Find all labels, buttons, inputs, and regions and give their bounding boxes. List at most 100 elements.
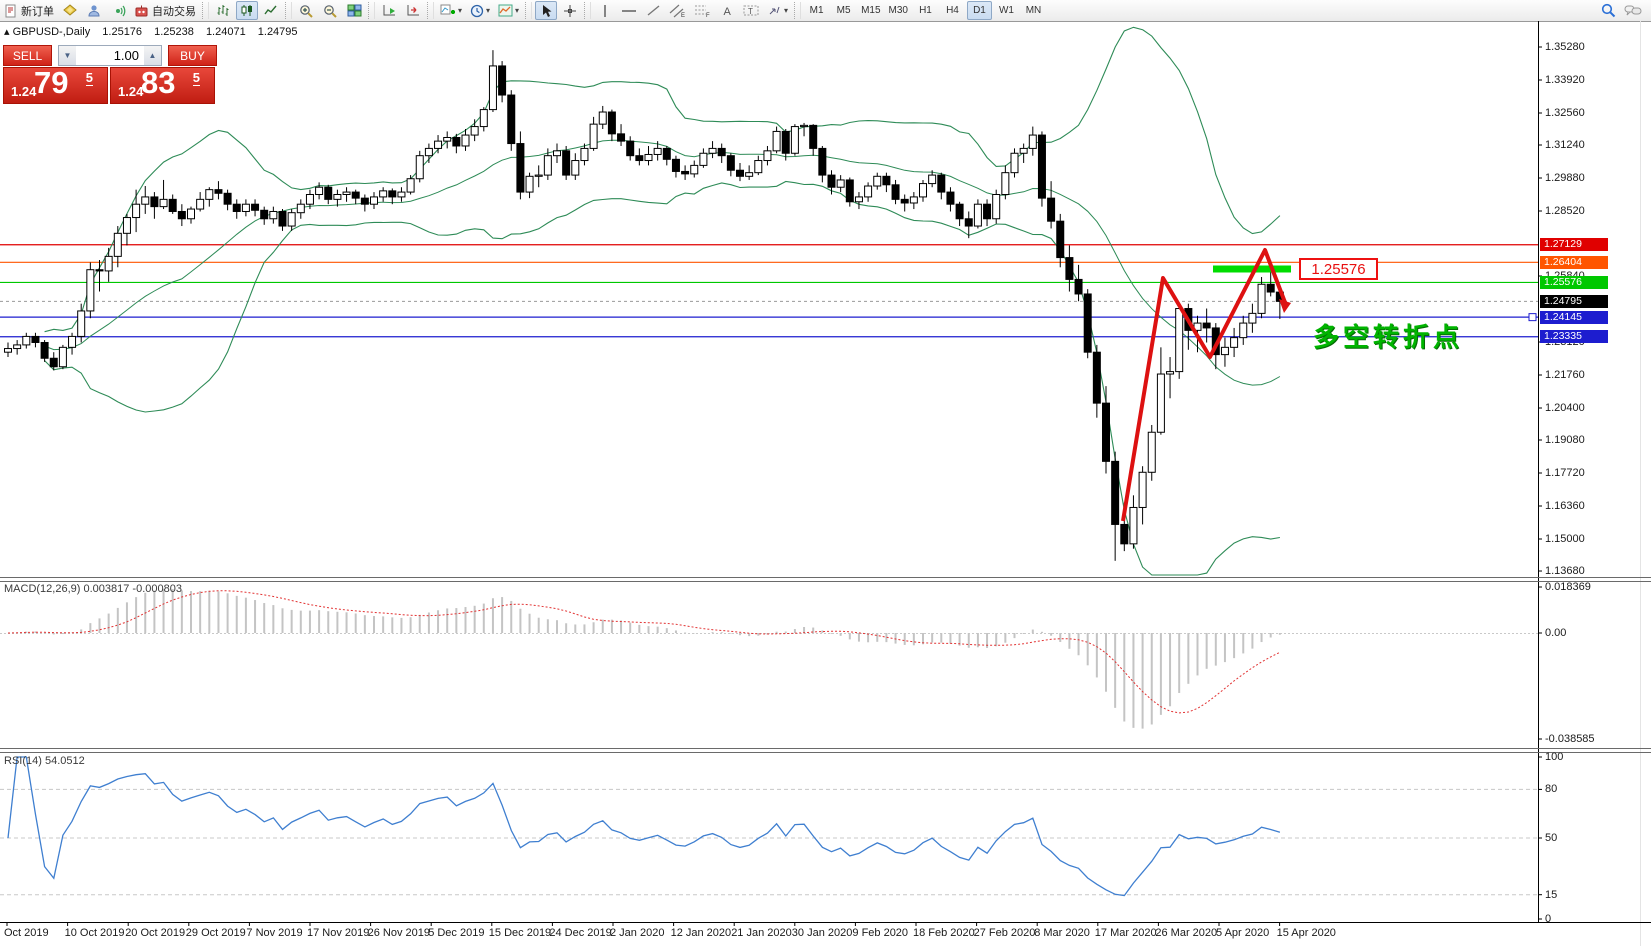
timeframe-M30[interactable]: M30 [888,5,908,16]
chat-button[interactable] [1621,1,1645,20]
arrows-icon [769,6,780,15]
candlestick-chart-button[interactable] [236,1,258,20]
fibonacci-tool[interactable]: F [691,1,714,20]
chart-shift-icon [407,5,419,16]
arrows-tool[interactable]: ▾ [764,1,791,20]
channel-tool[interactable]: E [666,1,689,20]
price-label-1.24795: 1.24795 [1540,294,1608,308]
trendline-tool[interactable] [642,1,664,20]
candle-body [699,152,708,166]
zoom-in-button[interactable] [295,1,317,20]
line-chart-icon [264,5,277,15]
bar-chart-button[interactable] [212,1,234,20]
periods-button[interactable]: ▾ [467,1,493,20]
date-label-9-Feb-2020: 9 Feb 2020 [852,927,909,939]
cursor-tool-button[interactable] [535,1,558,20]
line-handle[interactable] [1528,313,1537,322]
candle-body [983,203,992,220]
candle-body [525,175,534,193]
candle-body [86,269,95,312]
vertical-line-tool[interactable] [594,1,616,20]
auto-scroll-button[interactable] [378,1,400,20]
zoom-out-button[interactable] [319,1,341,20]
tile-windows-icon [347,4,361,17]
candle-body [241,203,250,212]
sell-quote[interactable]: 1.24 79 5 [3,65,108,104]
price-label-1.26404: 1.26404 [1540,255,1608,269]
timeframe-M5[interactable]: M5 [836,5,851,16]
price-annotation-box[interactable]: 1.25576 [1299,258,1378,280]
candle-body [1037,134,1046,199]
candle-body [278,210,287,227]
dropdown-caret: ▾ [486,6,491,15]
buy-button[interactable]: BUY [168,45,217,66]
tile-windows-button[interactable] [343,1,365,20]
collapse-arrow-icon[interactable]: ▴ [4,26,10,38]
text-tool[interactable]: A [716,1,738,20]
bar-chart-icon [217,5,229,16]
sell-button[interactable]: SELL [3,45,52,66]
candle-body [626,140,635,157]
line-chart-button[interactable] [260,1,282,20]
candle-body [589,123,598,149]
community-button[interactable] [83,1,105,20]
volume-decrease-button[interactable]: ▼ [59,46,76,65]
candle-body [1266,283,1275,293]
new-order-label: 新订单 [21,5,54,18]
candle-body [424,147,433,157]
candle-body [351,191,360,199]
chart-shift-button[interactable] [402,1,424,20]
clock-icon [470,4,484,17]
price-tick-1.20400: 1.20400 [1545,401,1585,414]
candle-body [4,348,12,353]
candle-body [1047,197,1056,222]
candle-body [1010,152,1019,174]
crosshair-tool-button[interactable] [559,1,581,20]
text-label-tool[interactable]: T [740,1,762,20]
candle-body [1074,278,1083,295]
timeframe-M1[interactable]: M1 [809,5,824,16]
price-tick-1.13680: 1.13680 [1545,565,1585,578]
rsi-axis-15: 15 [1545,888,1558,901]
new-order-button[interactable]: 新订单 [1,1,57,20]
chinese-annotation[interactable]: 多空转折点 [1313,322,1464,352]
signals-button[interactable] [107,1,129,20]
candle-body [571,160,580,176]
date-label-15-Dec-2019: 15 Dec 2019 [488,927,552,939]
candle-body [132,203,141,219]
trend-zigzag[interactable] [1121,248,1288,522]
zoom-in-icon [299,4,313,18]
timeframe-MN[interactable]: MN [1025,5,1042,16]
date-label-30-Jan-2020: 30 Jan 2020 [791,927,853,939]
candle-body [671,158,680,172]
add-indicator-button[interactable]: ▾ [437,1,465,20]
horizontal-line-tool[interactable] [618,1,640,20]
candle-body [891,184,900,200]
timeframe-M15[interactable]: M15 [861,5,881,16]
chart-canvas[interactable] [0,21,1651,946]
buy-quote[interactable]: 1.24 83 5 [110,65,215,104]
candle-body [498,65,507,96]
timeframe-H1[interactable]: H1 [919,5,932,16]
candlestick-chart-icon [241,5,252,16]
templates-button[interactable]: ▾ [495,1,522,20]
timeframe-W1[interactable]: W1 [998,5,1014,16]
candle-body [754,160,763,174]
volume-input[interactable] [76,46,144,65]
candle-body [790,126,799,154]
timeframe-bar: M1 M5 M15 M30 H1 H4 D1 W1 MN [803,1,1047,20]
timeframe-H4[interactable]: H4 [946,5,959,16]
autotrading-button[interactable]: 自动交易 [131,1,199,20]
candle-body [1239,322,1248,339]
timeframe-D1[interactable]: D1 [966,1,992,20]
candle-body [1147,431,1156,473]
toolbar-separator [794,2,802,19]
candle-body [900,198,909,204]
candle-body [562,150,571,176]
volume-increase-button[interactable]: ▲ [144,46,161,65]
search-button[interactable] [1597,1,1619,20]
date-label-15-Apr-2020: 15 Apr 2020 [1276,927,1336,939]
market-watch-button[interactable] [59,1,81,20]
candle-body [1248,312,1257,324]
candle-body [333,194,342,200]
